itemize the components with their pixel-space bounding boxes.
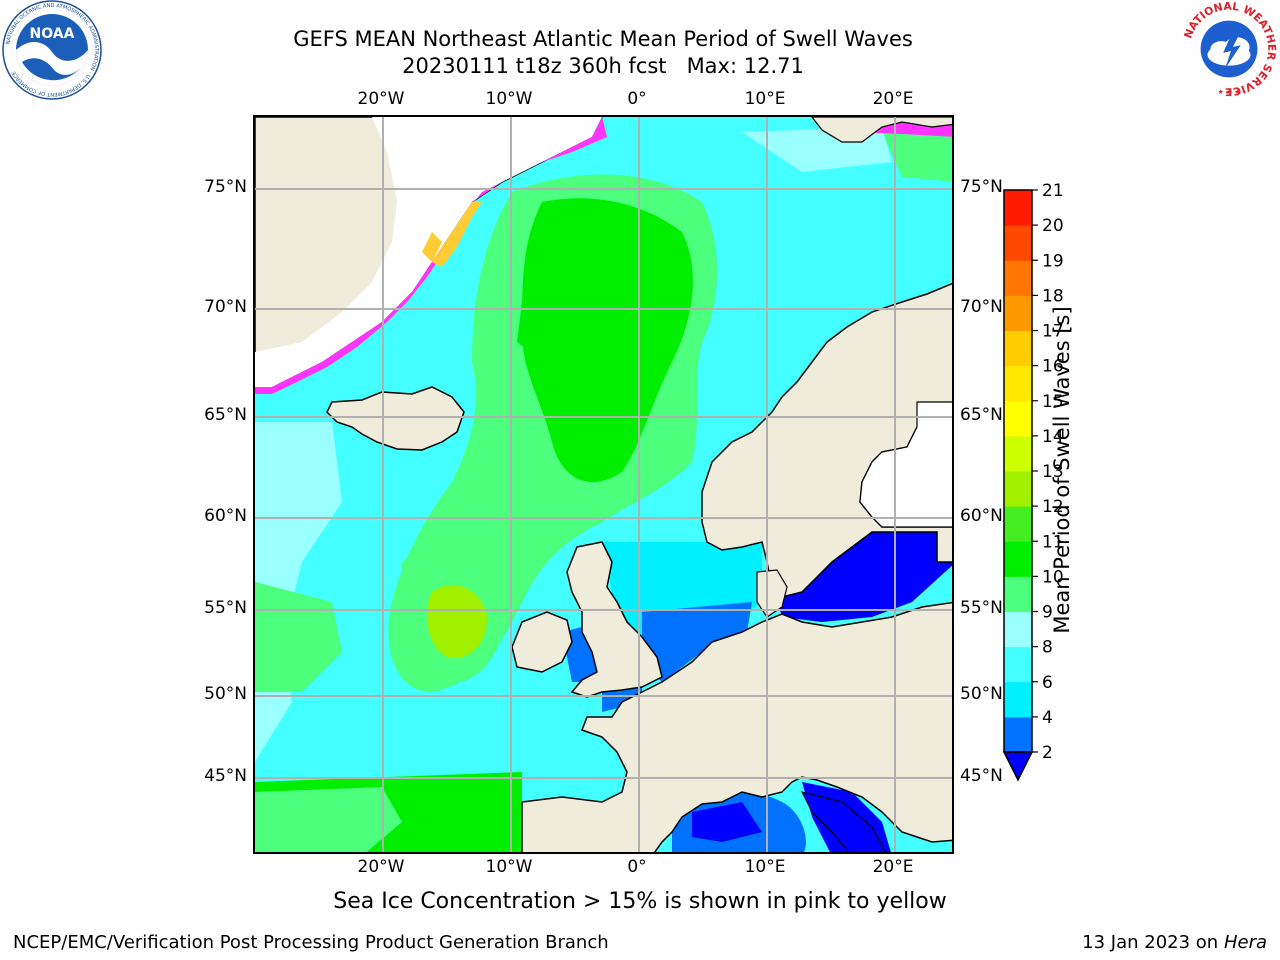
colorbar-segment: [1004, 611, 1032, 648]
lon-label-bottom: 0°: [627, 857, 647, 877]
lat-label-right: 50°N: [960, 684, 1003, 704]
colorbar: 2 4 6 8 9 10 11 12 13 14 15 16 17 18 19 20 21: [1002, 181, 1064, 782]
footer-timestamp: 13 Jan 2023 on Hera: [1082, 932, 1267, 953]
lat-label-right: 65°N: [960, 405, 1003, 425]
swell-southern-north-sea: [642, 602, 752, 682]
iceland-land: [326, 386, 465, 451]
colorbar-tick-label: 21: [1042, 181, 1064, 201]
colorbar-segment: [1004, 471, 1032, 507]
nws-logo: NATIONAL WEATHER SERVICE ★ ★ ★: [1181, 0, 1278, 98]
swell-region-11-12s: [427, 585, 487, 658]
colorbar-tick-label: 17: [1042, 322, 1064, 342]
lon-label-top: 10°W: [485, 89, 533, 109]
lon-label-top: 10°E: [744, 89, 786, 109]
colorbar-segment: [1004, 190, 1032, 226]
colorbar-under-arrow: [1002, 751, 1034, 782]
colorbar-tick-label: 11: [1042, 532, 1064, 552]
colorbar-segment: [1004, 435, 1032, 472]
lat-label-right: 75°N: [960, 177, 1003, 197]
lat-label-left: 45°N: [204, 766, 247, 786]
colorbar-tick-label: 15: [1042, 392, 1064, 412]
lat-label-left: 65°N: [204, 405, 247, 425]
lat-label-right: 45°N: [960, 766, 1003, 786]
noaa-logo-text: NOAA: [30, 26, 75, 42]
colorbar-tick-label: 13: [1042, 462, 1064, 482]
lat-label-left: 55°N: [204, 598, 247, 618]
footer-date: 13 Jan 2023 on: [1082, 932, 1224, 953]
lat-label-left: 75°N: [204, 177, 247, 197]
colorbar-segment: [1004, 400, 1032, 437]
colorbar-tick-label: 14: [1042, 427, 1064, 447]
lat-label-left: 70°N: [204, 297, 247, 317]
colorbar-tick-label: 12: [1042, 497, 1064, 517]
colorbar-segment: [1004, 365, 1032, 402]
colorbar-segment: [1004, 576, 1032, 612]
ireland-land: [511, 611, 573, 673]
noaa-logo: NATIONAL OCEANIC AND ATMOSPHERIC ADMINIS…: [2, 0, 102, 100]
colorbar-segment: [1004, 330, 1032, 367]
colorbar-tick-label: 9: [1042, 603, 1053, 623]
colorbar-tick-label: 10: [1042, 567, 1064, 587]
gulf-of-bothnia-no-data: [859, 401, 952, 528]
svalbard-land: [811, 117, 952, 143]
colorbar-segment: [1004, 225, 1032, 261]
sea-ice-caption: Sea Ice Concentration > 15% is shown in …: [333, 889, 947, 914]
lat-label-right: 70°N: [960, 297, 1003, 317]
map-panel: [253, 115, 954, 854]
title-line-1: GEFS MEAN Northeast Atlantic Mean Period…: [293, 27, 913, 51]
map-grid: [255, 117, 952, 852]
colorbar-tick-label: 6: [1042, 673, 1053, 693]
lat-label-left: 60°N: [204, 506, 247, 526]
lat-label-right: 60°N: [960, 506, 1003, 526]
colorbar-segment: [1004, 541, 1032, 577]
colorbar-tick-label: 2: [1042, 743, 1053, 763]
footer-host: Hera: [1223, 932, 1267, 953]
lon-label-bottom: 10°E: [744, 857, 786, 877]
colorbar-segment: [1004, 295, 1032, 331]
lon-label-bottom: 20°E: [872, 857, 914, 877]
colorbar-segment: [1004, 506, 1032, 542]
colorbar-segment: [1004, 681, 1032, 718]
svg-text:★ ★ ★: ★ ★ ★: [1218, 88, 1241, 96]
lon-label-top: 20°W: [357, 89, 405, 109]
colorbar-tick-label: 18: [1042, 286, 1064, 306]
lon-label-bottom: 10°W: [485, 857, 533, 877]
denmark-land: [756, 569, 788, 618]
lat-label-right: 55°N: [960, 598, 1003, 618]
lon-label-bottom: 20°W: [357, 857, 405, 877]
lon-label-top: 20°E: [872, 89, 914, 109]
colorbar-segment: [1004, 260, 1032, 296]
colorbar-tick-label: 20: [1042, 216, 1064, 236]
map-svg: [255, 117, 952, 852]
colorbar-segment: [1004, 716, 1032, 753]
colorbar-segment: [1004, 646, 1032, 683]
title-line-2: 20230111 t18z 360h fcst Max: 12.71: [402, 54, 804, 78]
colorbar-label: Mean Period of Swell Waves [s]: [1050, 306, 1074, 634]
colorbar-tick-label: 4: [1042, 708, 1053, 728]
lat-label-left: 50°N: [204, 684, 247, 704]
map-title: GEFS MEAN Northeast Atlantic Mean Period…: [0, 26, 1206, 80]
continental-europe-land: [521, 601, 952, 852]
swell-region-10-11s: [522, 198, 693, 482]
colorbar-tick-label: 8: [1042, 638, 1053, 658]
colorbar-tick-label: 16: [1042, 357, 1064, 377]
lon-label-top: 0°: [627, 89, 647, 109]
colorbar-tick-label: 19: [1042, 251, 1064, 271]
footer-producer: NCEP/EMC/Verification Post Processing Pr…: [13, 932, 609, 953]
